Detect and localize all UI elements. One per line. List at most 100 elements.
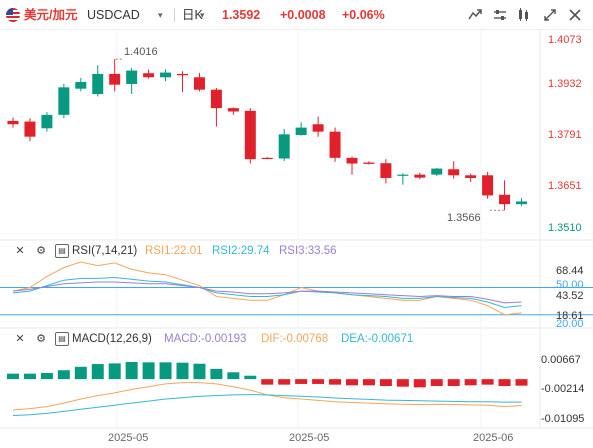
price-axis-label-4: 1.3651: [548, 180, 582, 192]
dif-line: [12, 382, 522, 411]
macd-bar-24: [396, 379, 409, 387]
candle-body-27: [448, 169, 460, 176]
macd-bar-20: [329, 379, 342, 385]
rsi-line-rsi1: [12, 261, 522, 316]
macd-bar-27: [447, 379, 460, 386]
macd-bar-29: [481, 379, 494, 385]
candle-body-16: [261, 157, 273, 160]
macd-bar-11: [176, 362, 189, 380]
indicator-settings-icon[interactable]: ⚙: [36, 245, 46, 257]
rsi-axis-label-2: 50.00: [556, 279, 584, 291]
toolbar-divider: [174, 8, 175, 22]
close-macd-icon[interactable]: ✕: [15, 333, 25, 345]
price-change-percent: +0.06%: [342, 8, 385, 22]
rsi-axis-label-5: 20.00: [556, 318, 584, 330]
macd-bar-1: [7, 373, 19, 380]
macd-bar-8: [125, 362, 138, 380]
candle-body-15: [244, 110, 256, 160]
macd-axis-label-2: -0.00214: [541, 383, 585, 395]
timeframe-dropdown-caret-icon[interactable]: ▾: [200, 10, 205, 20]
candle-body-7: [109, 73, 121, 85]
macd-bar-9: [142, 362, 155, 380]
candle-body-18: [295, 127, 307, 136]
macd-bar-3: [40, 372, 53, 380]
rsi-axis-label-3: 43.52: [556, 290, 584, 302]
time-axis-label-2: 2025-05: [289, 432, 330, 444]
macd-lines: [12, 382, 522, 416]
candle-body-17: [278, 134, 290, 159]
macd-settings-icon[interactable]: ⚙: [36, 333, 46, 345]
drawing-tools-icon[interactable]: [516, 7, 532, 23]
candle-body-13: [210, 89, 222, 109]
more-icon[interactable]: [567, 7, 583, 23]
candle-body-11: [177, 73, 188, 76]
rsi-title: RSI(7,14,21): [72, 245, 138, 257]
close-indicator-icon[interactable]: ✕: [15, 245, 25, 257]
macd-bar-14: [227, 372, 240, 380]
price-axis-label-2: 1.3932: [548, 78, 582, 90]
rsi-line-rsi2: [12, 276, 522, 309]
macd-axis-label-3: -0.01095: [541, 413, 585, 425]
macd-bar-6: [91, 364, 104, 380]
candle-body-2: [24, 121, 36, 137]
macd-axis-label-1: 0.00667: [541, 354, 581, 366]
rsi1-value: RSI1:22.01: [145, 245, 203, 257]
time-axis-label-3: 2025-06: [473, 432, 514, 444]
macd-bar-26: [430, 379, 443, 386]
macd-bar-15: [244, 375, 257, 380]
indicator-chart-icon[interactable]: ▤: [55, 244, 69, 258]
macd-bar-13: [210, 368, 223, 380]
candle-body-8: [126, 70, 138, 84]
macd-title: MACD(12,26,9): [72, 333, 152, 345]
macd-bar-17: [278, 379, 291, 385]
candle-body-21: [346, 157, 358, 164]
macd-legend: ✕ ⚙ ▤ MACD(12,26,9) MACD:-0.00193 DIF:-0…: [0, 331, 540, 347]
chart-toolbar: 美元/加元 USDCAD ▾ 日K ▾ 1.3592 +0.0008 +0.06…: [0, 0, 593, 30]
time-axis-label-1: 2025-05: [108, 432, 149, 444]
macd-histogram: [7, 362, 528, 388]
candlestick-series: [7, 59, 527, 211]
indicator-icon[interactable]: [467, 7, 483, 23]
macd-chart-icon[interactable]: ▤: [55, 332, 69, 346]
price-change: +0.0008: [280, 8, 326, 22]
symbol-name-cn[interactable]: 美元/加元: [24, 8, 78, 22]
candle-body-19: [312, 124, 324, 132]
macd-bar-5: [74, 366, 87, 380]
candle-body-5: [75, 81, 87, 89]
symbol-code[interactable]: USDCAD: [87, 8, 140, 22]
macd-bar-22: [362, 379, 375, 386]
macd-bar-19: [312, 379, 325, 384]
macd-bar-16: [261, 379, 274, 385]
price-axis-label-3: 1.3791: [548, 129, 582, 141]
candle-body-23: [380, 163, 392, 178]
candle-body-6: [92, 73, 104, 95]
fullscreen-icon[interactable]: [542, 7, 558, 23]
rsi3-value: RSI3:33.56: [279, 245, 337, 257]
price-axis-label-5: 1.3510: [548, 222, 582, 234]
candle-body-26: [431, 168, 443, 175]
settings-sliders-icon[interactable]: [492, 7, 508, 23]
rsi-axis-label-4: 18.61: [556, 310, 584, 322]
macd-bar-31: [515, 379, 528, 386]
macd-bar-12: [193, 363, 206, 380]
macd-bar-2: [23, 373, 36, 380]
macd-bar-7: [108, 363, 121, 380]
us-flag-icon: [6, 8, 20, 22]
macd-bar-23: [379, 379, 392, 386]
dif-value: DIF:-0.00768: [261, 333, 329, 345]
dea-line: [12, 394, 522, 416]
price-axis-label-1: 1.4073: [548, 34, 582, 46]
high-price-marker: 1.4016: [124, 46, 158, 58]
symbol-dropdown-caret-icon[interactable]: ▾: [158, 10, 163, 20]
candle-body-4: [58, 87, 70, 115]
candle-body-3: [41, 114, 53, 129]
candle-body-29: [482, 175, 494, 196]
rsi-series: [0, 261, 593, 316]
candle-body-9: [143, 73, 155, 78]
candle-body-31: [516, 201, 527, 205]
candle-body-25: [414, 174, 426, 178]
timeframe-selector[interactable]: 日K: [182, 8, 203, 22]
macd-bar-10: [159, 362, 172, 380]
chart-grid: [0, 30, 593, 429]
